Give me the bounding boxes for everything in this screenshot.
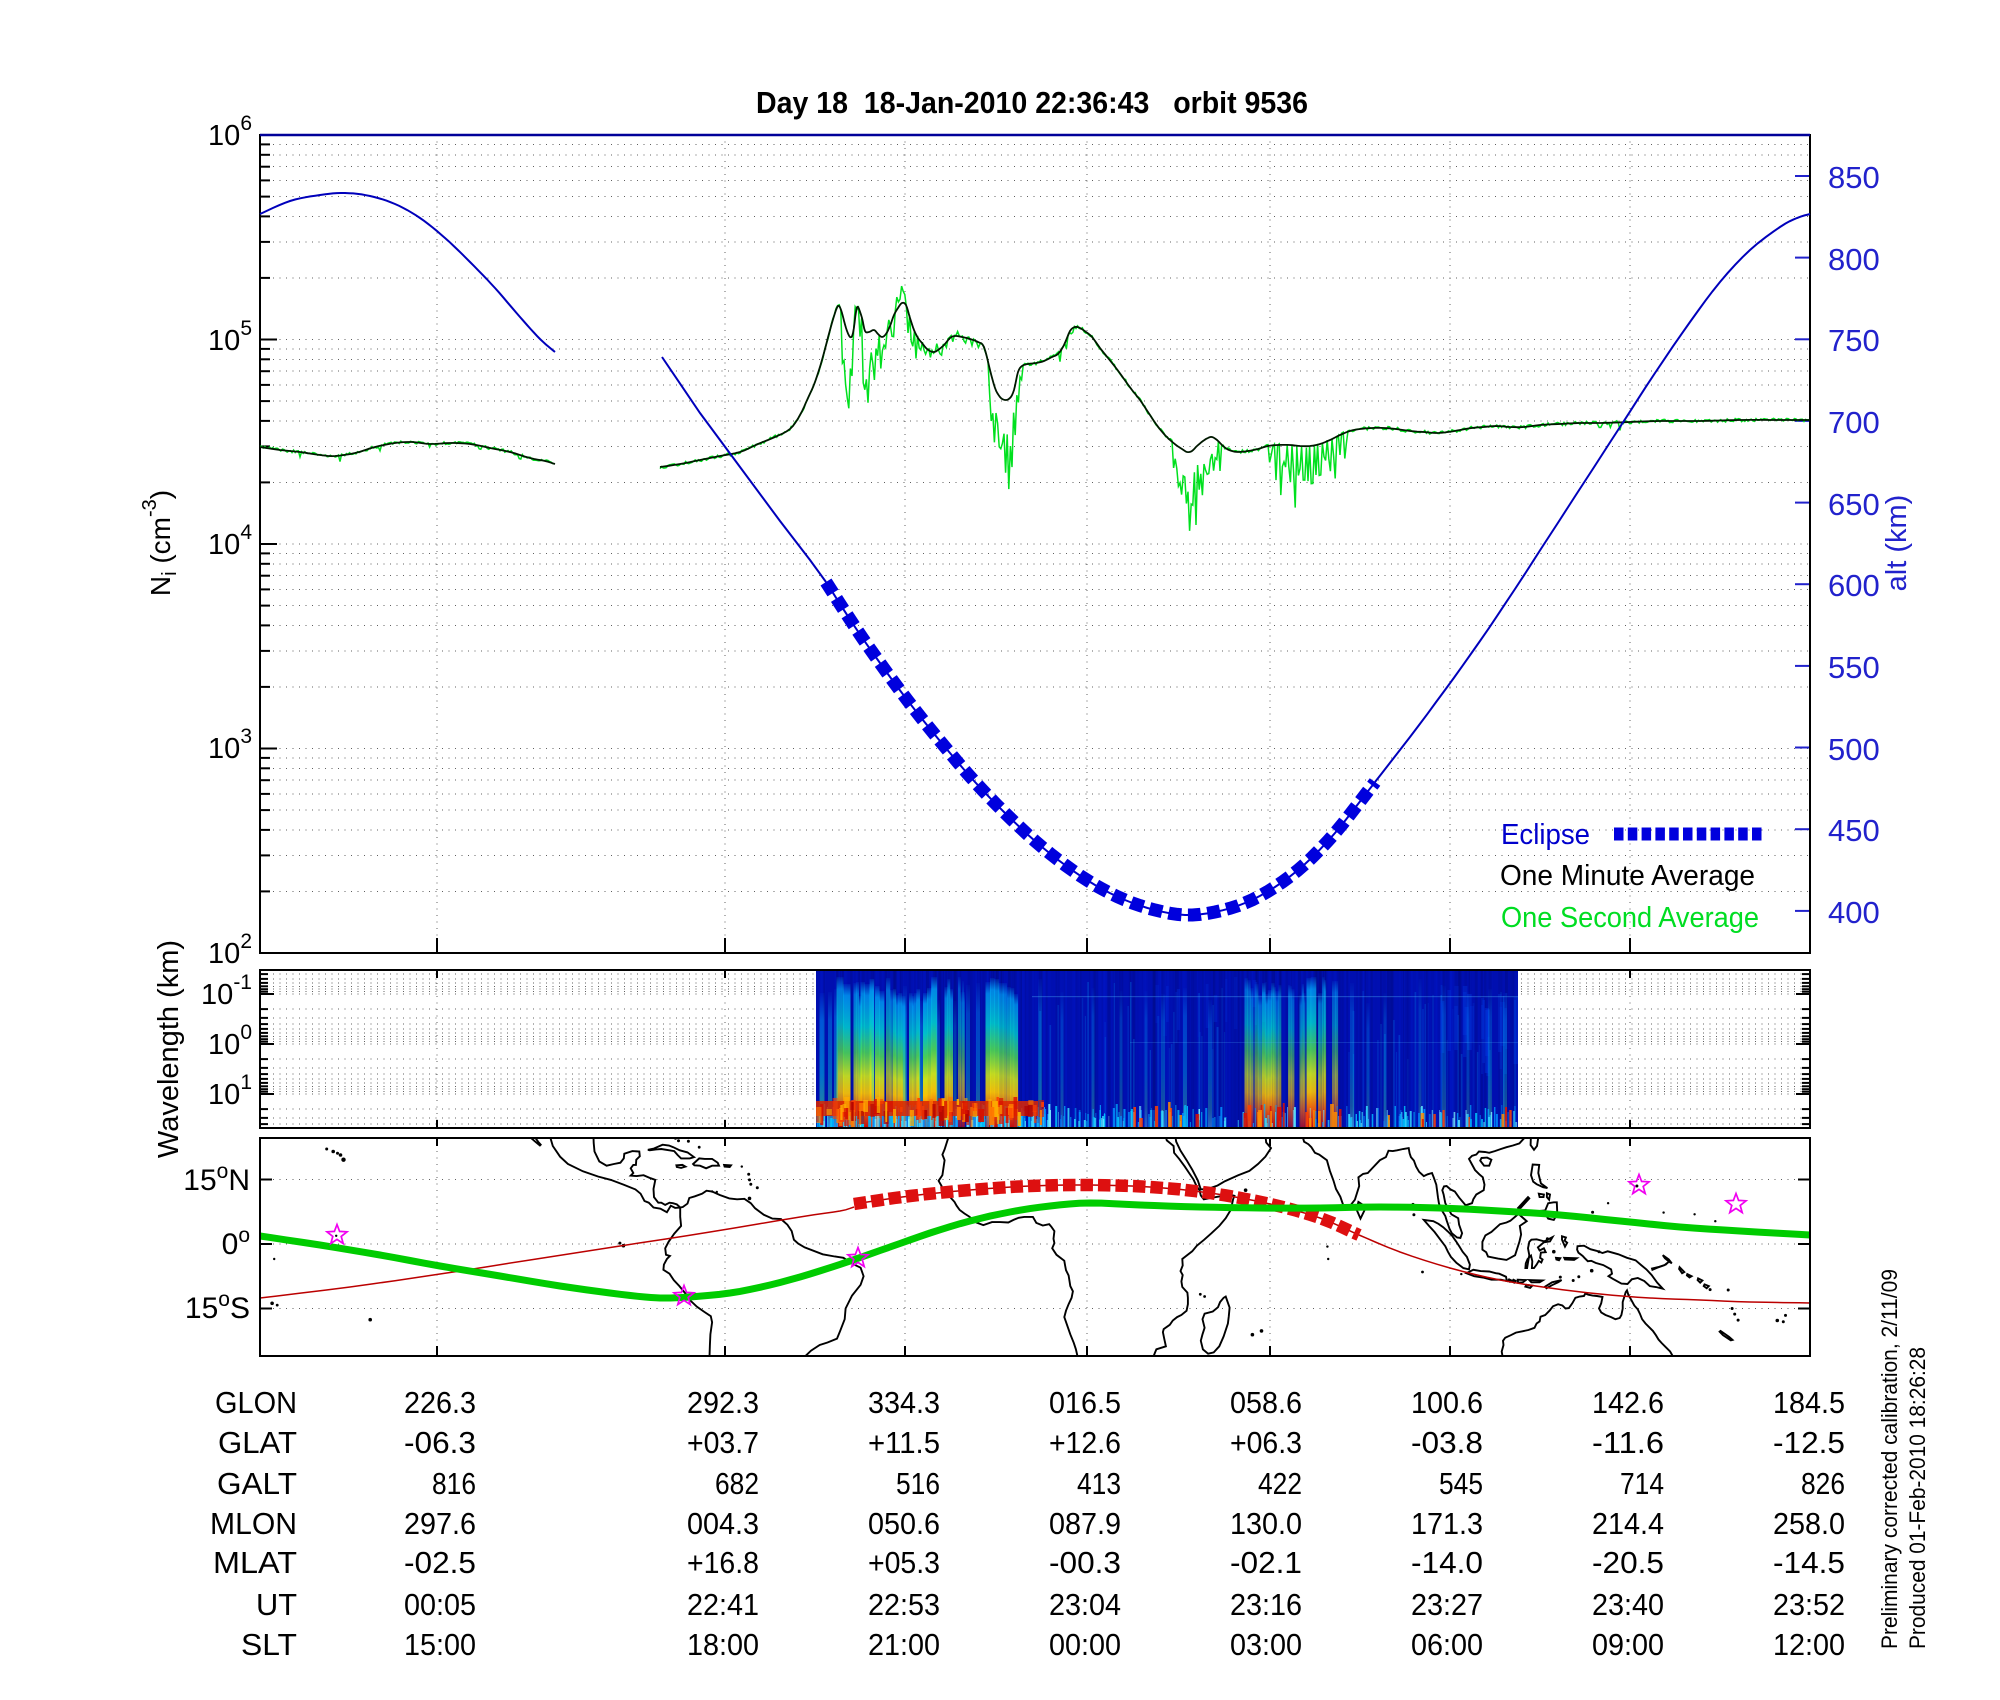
svg-text:334.3: 334.3 [868, 1385, 940, 1420]
svg-text:06:00: 06:00 [1411, 1627, 1483, 1662]
svg-text:09:00: 09:00 [1592, 1627, 1664, 1662]
svg-text:-14.5: -14.5 [1773, 1545, 1845, 1580]
svg-text:22:53: 22:53 [868, 1587, 940, 1622]
svg-text:-02.1: -02.1 [1230, 1545, 1302, 1580]
svg-text:GLAT: GLAT [218, 1425, 297, 1460]
svg-text:400: 400 [1828, 895, 1880, 930]
svg-text:UT: UT [256, 1587, 297, 1622]
svg-text:100.6: 100.6 [1411, 1385, 1483, 1420]
svg-text:Day 18 18-Jan-2010 22:36:43: Day 18 18-Jan-2010 22:36:43 orbit 9536 [756, 85, 1308, 120]
svg-text:15oS: 15oS [185, 1288, 250, 1325]
svg-text:600: 600 [1828, 568, 1880, 603]
svg-text:545: 545 [1439, 1466, 1483, 1501]
svg-text:22:41: 22:41 [687, 1587, 759, 1622]
svg-text:-00.3: -00.3 [1049, 1545, 1121, 1580]
svg-text:171.3: 171.3 [1411, 1506, 1483, 1541]
svg-text:184.5: 184.5 [1773, 1385, 1845, 1420]
svg-text:130.0: 130.0 [1230, 1506, 1302, 1541]
svg-text:15:00: 15:00 [404, 1627, 476, 1662]
svg-text:058.6: 058.6 [1230, 1385, 1302, 1420]
svg-text:087.9: 087.9 [1049, 1506, 1121, 1541]
svg-text:alt (km): alt (km) [1881, 495, 1913, 592]
svg-text:413: 413 [1077, 1466, 1121, 1501]
svg-text:142.6: 142.6 [1592, 1385, 1664, 1420]
svg-text:682: 682 [715, 1466, 759, 1501]
svg-text:516: 516 [896, 1466, 940, 1501]
svg-text:GALT: GALT [217, 1466, 297, 1501]
svg-text:-12.5: -12.5 [1773, 1425, 1845, 1460]
svg-text:226.3: 226.3 [404, 1385, 476, 1420]
svg-text:+12.6: +12.6 [1049, 1425, 1121, 1460]
svg-text:+16.8: +16.8 [687, 1545, 759, 1580]
svg-text:GLON: GLON [215, 1385, 297, 1420]
svg-text:MLAT: MLAT [213, 1545, 297, 1580]
svg-text:422: 422 [1258, 1466, 1302, 1501]
svg-text:+11.5: +11.5 [868, 1425, 940, 1460]
svg-text:21:00: 21:00 [868, 1627, 940, 1662]
svg-text:297.6: 297.6 [404, 1506, 476, 1541]
svg-text:23:16: 23:16 [1230, 1587, 1302, 1622]
svg-text:23:40: 23:40 [1592, 1587, 1664, 1622]
svg-text:One Second Average: One Second Average [1501, 902, 1759, 934]
svg-text:214.4: 214.4 [1592, 1506, 1664, 1541]
svg-text:00:00: 00:00 [1049, 1627, 1121, 1662]
svg-text:+03.7: +03.7 [687, 1425, 759, 1460]
svg-text:826: 826 [1801, 1466, 1845, 1501]
svg-text:23:52: 23:52 [1773, 1587, 1845, 1622]
svg-text:750: 750 [1828, 323, 1880, 358]
svg-text:23:04: 23:04 [1049, 1587, 1121, 1622]
svg-text:500: 500 [1828, 732, 1880, 767]
svg-text:-02.5: -02.5 [404, 1545, 476, 1580]
svg-text:18:00: 18:00 [687, 1627, 759, 1662]
svg-text:-06.3: -06.3 [404, 1425, 476, 1460]
svg-text:03:00: 03:00 [1230, 1627, 1302, 1662]
svg-text:816: 816 [432, 1466, 476, 1501]
svg-text:23:27: 23:27 [1411, 1587, 1483, 1622]
svg-text:450: 450 [1828, 813, 1880, 848]
svg-text:550: 550 [1828, 650, 1880, 685]
svg-text:004.3: 004.3 [687, 1506, 759, 1541]
svg-text:SLT: SLT [241, 1627, 297, 1662]
svg-text:Wavelength (km): Wavelength (km) [153, 940, 185, 1158]
svg-text:714: 714 [1620, 1466, 1664, 1501]
svg-text:15oN: 15oN [183, 1160, 250, 1197]
svg-text:650: 650 [1828, 487, 1880, 522]
svg-text:-03.8: -03.8 [1411, 1425, 1483, 1460]
svg-text:050.6: 050.6 [868, 1506, 940, 1541]
svg-text:700: 700 [1828, 405, 1880, 440]
svg-text:016.5: 016.5 [1049, 1385, 1121, 1420]
svg-text:+05.3: +05.3 [868, 1545, 940, 1580]
svg-text:One Minute Average: One Minute Average [1500, 860, 1755, 892]
svg-text:Eclipse: Eclipse [1501, 819, 1590, 851]
svg-text:MLON: MLON [210, 1506, 297, 1541]
svg-text:800: 800 [1828, 242, 1880, 277]
svg-text:Produced 01-Feb-2010 18:26:28: Produced 01-Feb-2010 18:26:28 [1905, 1347, 1930, 1649]
svg-text:Preliminary corrected calibrat: Preliminary corrected calibration, 2/11/… [1877, 1269, 1902, 1649]
svg-text:-11.6: -11.6 [1592, 1425, 1664, 1460]
svg-text:00:05: 00:05 [404, 1587, 476, 1622]
svg-text:850: 850 [1828, 160, 1880, 195]
svg-text:-20.5: -20.5 [1592, 1545, 1664, 1580]
svg-text:258.0: 258.0 [1773, 1506, 1845, 1541]
svg-text:12:00: 12:00 [1773, 1627, 1845, 1662]
svg-text:+06.3: +06.3 [1230, 1425, 1302, 1460]
svg-text:292.3: 292.3 [687, 1385, 759, 1420]
svg-text:-14.0: -14.0 [1411, 1545, 1483, 1580]
